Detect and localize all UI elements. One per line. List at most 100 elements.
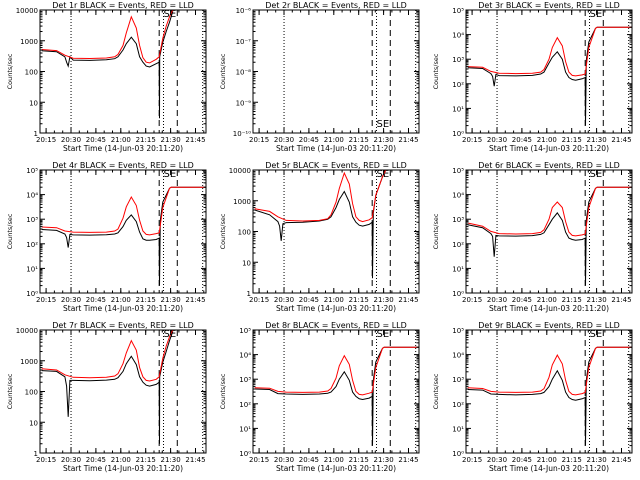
y-tick-label: 10² xyxy=(452,81,464,89)
y-tick-label: 10² xyxy=(26,241,38,249)
x-tick-label: 21:00 xyxy=(324,136,344,144)
series-line-lld xyxy=(41,330,174,382)
x-tick-label: 21:45 xyxy=(398,456,418,464)
series-line-lld xyxy=(41,186,206,236)
x-tick-label: 21:15 xyxy=(562,296,582,304)
panel-det-2: Det 2r BLACK = Events, RED = LLD SE 10⁻¹⁰ 1… xyxy=(219,1,420,153)
x-tick-label: 21:15 xyxy=(349,296,369,304)
x-axis-label: Start Time (14-Jun-03 20:11:20) xyxy=(276,464,396,473)
x-tick-label: 21:30 xyxy=(373,296,393,304)
panel-title: Det 1r BLACK = Events, RED = LLD xyxy=(52,1,194,10)
x-tick-label: 21:30 xyxy=(586,136,606,144)
y-tick-label: 10 xyxy=(29,99,38,107)
y-tick-label: 10³ xyxy=(26,216,38,224)
se-label: SE xyxy=(376,169,389,180)
y-tick-label: 10⁴ xyxy=(452,352,464,360)
x-tick-label: 20:30 xyxy=(61,296,81,304)
series-line-events xyxy=(467,26,632,126)
x-tick-label: 20:30 xyxy=(274,456,294,464)
x-tick-label: 21:00 xyxy=(537,296,557,304)
se-label: SE xyxy=(163,329,176,340)
se-label: SE xyxy=(376,329,389,340)
x-tick-label: 21:30 xyxy=(373,456,393,464)
x-tick-label: 20:30 xyxy=(274,296,294,304)
y-tick-label: 10⁵ xyxy=(452,7,464,15)
x-tick-label: 20:15 xyxy=(36,136,56,144)
y-tick-label: 10⁵ xyxy=(239,327,251,335)
y-tick-label: 1000 xyxy=(20,38,38,46)
y-axis-label: Counts/sec xyxy=(6,213,14,249)
y-tick-label: 10² xyxy=(239,401,251,409)
y-tick-label: 10⁻⁷ xyxy=(236,38,252,46)
y-tick-label: 10³ xyxy=(452,56,464,64)
x-tick-label: 20:15 xyxy=(462,296,482,304)
series-line-events xyxy=(467,186,632,286)
panel-title: Det 5r BLACK = Events, RED = LLD xyxy=(265,161,407,170)
x-tick-label: 21:00 xyxy=(324,456,344,464)
y-axis-label: Counts/sec xyxy=(432,53,440,89)
x-tick-label: 21:45 xyxy=(611,456,631,464)
y-tick-label: 100 xyxy=(238,229,251,237)
x-tick-label: 21:30 xyxy=(160,296,180,304)
x-tick-label: 21:45 xyxy=(611,296,631,304)
y-axis-label: Counts/sec xyxy=(219,373,227,409)
series-line-events xyxy=(254,170,387,279)
x-tick-label: 21:15 xyxy=(136,296,156,304)
plot-frame xyxy=(465,9,633,134)
x-tick-label: 20:15 xyxy=(249,456,269,464)
se-label: SE xyxy=(163,169,176,180)
x-tick-label: 20:30 xyxy=(274,136,294,144)
y-tick-label: 10³ xyxy=(239,376,251,384)
panel-title: Det 3r BLACK = Events, RED = LLD xyxy=(478,1,620,10)
x-tick-label: 21:30 xyxy=(160,136,180,144)
x-axis-label: Start Time (14-Jun-03 20:11:20) xyxy=(63,464,183,473)
y-tick-label: 1 xyxy=(247,290,251,298)
x-tick-label: 20:30 xyxy=(61,136,81,144)
x-tick-label: 21:00 xyxy=(537,136,557,144)
y-tick-label: 10⁵ xyxy=(452,327,464,335)
x-tick-label: 20:45 xyxy=(512,296,532,304)
x-tick-label: 20:45 xyxy=(512,456,532,464)
y-tick-label: 10⁻⁸ xyxy=(236,69,252,77)
x-tick-label: 20:15 xyxy=(249,136,269,144)
x-tick-label: 20:30 xyxy=(487,136,507,144)
x-axis-label: Start Time (14-Jun-03 20:11:20) xyxy=(63,304,183,313)
series-line-lld xyxy=(41,10,174,64)
series-line-lld xyxy=(254,346,419,396)
x-tick-label: 21:00 xyxy=(111,456,131,464)
y-tick-label: 10⁻⁹ xyxy=(236,99,252,107)
y-tick-label: 10⁻⁶ xyxy=(236,7,252,15)
panel-title: Det 7r BLACK = Events, RED = LLD xyxy=(52,321,194,330)
series-line-lld xyxy=(467,26,632,77)
se-label: SE xyxy=(589,329,602,340)
y-tick-label: 10⁵ xyxy=(26,167,38,175)
se-label: SE xyxy=(589,169,602,180)
panel-title: Det 6r BLACK = Events, RED = LLD xyxy=(478,161,620,170)
x-axis-label: Start Time (14-Jun-03 20:11:20) xyxy=(489,304,609,313)
y-tick-label: 10⁰ xyxy=(452,290,464,298)
x-tick-label: 20:45 xyxy=(86,456,106,464)
y-tick-label: 10⁴ xyxy=(452,32,464,40)
y-tick-label: 10¹ xyxy=(239,425,251,433)
series-line-lld xyxy=(467,186,632,237)
se-label: SE xyxy=(376,119,389,130)
y-tick-label: 10² xyxy=(452,401,464,409)
x-tick-label: 21:30 xyxy=(160,456,180,464)
y-tick-label: 10000 xyxy=(16,7,38,15)
y-axis-label: Counts/sec xyxy=(6,373,14,409)
series-line-events xyxy=(41,11,174,119)
x-tick-label: 21:45 xyxy=(185,296,205,304)
series-line-events xyxy=(41,331,174,444)
x-tick-label: 20:30 xyxy=(487,456,507,464)
y-tick-label: 10000 xyxy=(16,327,38,335)
x-tick-label: 21:45 xyxy=(398,296,418,304)
plot-frame xyxy=(465,329,633,454)
x-tick-label: 20:15 xyxy=(462,136,482,144)
y-tick-label: 10¹ xyxy=(452,425,464,433)
